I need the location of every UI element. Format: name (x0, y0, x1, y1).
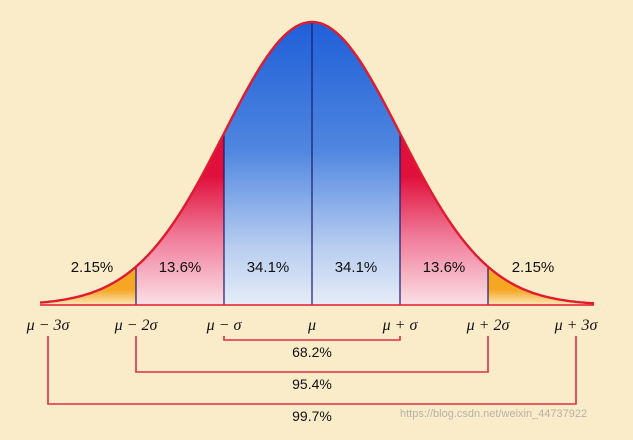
bracket-label: 99.7% (292, 408, 332, 424)
axis-label: μ + 2σ (466, 317, 511, 334)
bell-curve (39, 20, 595, 305)
coverage-bracket (47, 336, 577, 405)
axis-label: μ + σ (382, 317, 419, 334)
bracket-label: 68.2% (292, 344, 332, 360)
region-percentage: 2.15% (512, 259, 555, 276)
region-percentage: 13.6% (423, 259, 466, 276)
axis-label: μ − 3σ (26, 317, 71, 334)
region-percentage: 13.6% (159, 259, 202, 276)
region-percentages: 2.15% 13.6% 34.1% 34.1% 13.6% 2.15% (71, 259, 555, 276)
region-area (488, 266, 594, 305)
axis-label: μ − 2σ (114, 317, 159, 334)
axis-label: μ (307, 317, 316, 334)
watermark: https://blog.csdn.net/weixin_44737922 (400, 408, 587, 420)
region-percentage: 34.1% (247, 259, 290, 276)
bracket-label: 95.4% (292, 376, 332, 392)
coverage-bracket (135, 336, 489, 373)
bracket-label-bg (286, 375, 338, 393)
bracket-label-bg (286, 343, 338, 361)
region-percentage: 34.1% (335, 259, 378, 276)
coverage-bracket (223, 336, 401, 341)
axis-labels: μ − 3σ μ − 2σ μ − σ μ μ + σ μ + 2σ μ + 3σ (26, 317, 599, 334)
region-area (40, 266, 136, 305)
region-percentage: 2.15% (71, 259, 114, 276)
coverage-brackets: 68.2% 95.4% 99.7% (47, 336, 577, 425)
bracket-label-bg (286, 407, 338, 425)
axis-label: μ + 3σ (554, 317, 599, 334)
sigma-dividers (135, 22, 489, 305)
axis-label: μ − σ (206, 317, 243, 334)
